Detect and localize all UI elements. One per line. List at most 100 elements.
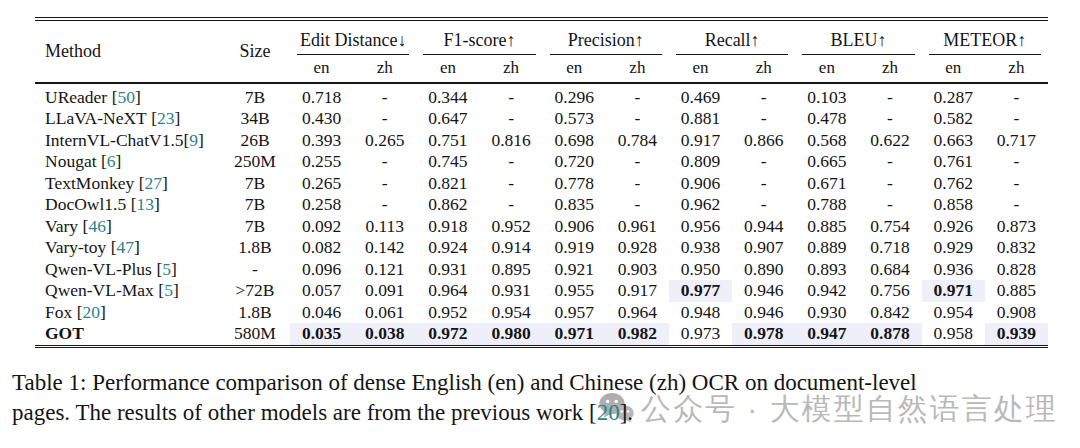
value-cell: 0.258 bbox=[290, 194, 353, 216]
value-cell: - bbox=[479, 194, 542, 216]
value-cell: 0.046 bbox=[290, 302, 353, 324]
header-group-row: Method Size Edit Distance↓F1-score↑Preci… bbox=[35, 21, 1048, 55]
value-cell: - bbox=[479, 173, 542, 195]
value-cell: 0.866 bbox=[732, 130, 795, 152]
value-cell: 0.718 bbox=[290, 83, 353, 109]
table-row: DocOwl1.5[13]7B0.258-0.862-0.835-0.962-0… bbox=[35, 194, 1048, 216]
value-cell: 0.756 bbox=[858, 280, 921, 302]
column-group: Recall↑ bbox=[669, 21, 795, 55]
value-cell: 0.478 bbox=[795, 108, 858, 130]
value-cell: 0.265 bbox=[353, 130, 416, 152]
value-cell: 0.647 bbox=[416, 108, 479, 130]
column-group-label: Recall↑ bbox=[676, 21, 788, 55]
citation: [50] bbox=[112, 87, 141, 107]
subcolumn-label: zh bbox=[985, 55, 1048, 83]
citation-link[interactable]: 13 bbox=[137, 194, 155, 214]
value-cell: 0.930 bbox=[795, 302, 858, 324]
value-cell: - bbox=[732, 108, 795, 130]
value-cell: 0.944 bbox=[732, 216, 795, 238]
value-cell: - bbox=[606, 194, 669, 216]
method-cell: LLaVA-NeXT[23] bbox=[35, 108, 220, 130]
citation: [5] bbox=[158, 280, 178, 300]
method-name: UReader bbox=[45, 87, 107, 107]
citation: [6] bbox=[101, 151, 121, 171]
value-cell: 0.917 bbox=[669, 130, 732, 152]
value-cell: - bbox=[479, 108, 542, 130]
value-cell: - bbox=[858, 108, 921, 130]
value-cell: - bbox=[858, 83, 921, 109]
column-group: METEOR↑ bbox=[922, 21, 1048, 55]
subcolumn-label: zh bbox=[732, 55, 795, 83]
citation-link[interactable]: 27 bbox=[145, 173, 163, 193]
method-name: Qwen-VL-Max bbox=[45, 280, 154, 300]
value-cell: - bbox=[732, 194, 795, 216]
value-cell: 0.568 bbox=[795, 130, 858, 152]
value-cell: 0.751 bbox=[416, 130, 479, 152]
citation-link[interactable]: 9 bbox=[189, 130, 198, 150]
column-group: F1-score↑ bbox=[416, 21, 542, 55]
citation-link[interactable]: 46 bbox=[88, 216, 106, 236]
table-row: InternVL-ChatV1.5[9]26B0.3930.2650.7510.… bbox=[35, 130, 1048, 152]
citation: [46] bbox=[83, 216, 112, 236]
value-cell: 0.936 bbox=[922, 259, 985, 281]
citation: [5] bbox=[156, 259, 176, 279]
value-cell: 0.938 bbox=[669, 237, 732, 259]
value-cell: 0.961 bbox=[606, 216, 669, 238]
value-cell: 0.921 bbox=[543, 259, 606, 281]
value-cell: 0.092 bbox=[290, 216, 353, 238]
citation-link[interactable]: 47 bbox=[117, 237, 135, 257]
value-cell: 0.895 bbox=[479, 259, 542, 281]
column-group: Precision↑ bbox=[543, 21, 669, 55]
value-cell: 0.917 bbox=[606, 280, 669, 302]
value-cell: - bbox=[985, 173, 1048, 195]
size-cell: 7B bbox=[220, 216, 290, 238]
value-cell: 0.931 bbox=[479, 280, 542, 302]
value-cell: 0.393 bbox=[290, 130, 353, 152]
value-cell: 0.573 bbox=[543, 108, 606, 130]
citation-link[interactable]: 5 bbox=[164, 280, 173, 300]
method-name: Qwen-VL-Plus bbox=[45, 259, 152, 279]
value-cell: 0.784 bbox=[606, 130, 669, 152]
method-cell: Vary[46] bbox=[35, 216, 220, 238]
citation-link[interactable]: 20 bbox=[83, 302, 101, 322]
size-cell: 34B bbox=[220, 108, 290, 130]
method-cell: Nougat[6] bbox=[35, 151, 220, 173]
value-cell: 0.038 bbox=[353, 323, 416, 345]
value-cell: 0.142 bbox=[353, 237, 416, 259]
column-group-label: METEOR↑ bbox=[929, 21, 1041, 55]
table-row: Fox[20]1.8B0.0460.0610.9520.9540.9570.96… bbox=[35, 302, 1048, 324]
value-cell: 0.821 bbox=[416, 173, 479, 195]
citation-link[interactable]: 20 bbox=[597, 400, 620, 425]
citation: [13] bbox=[131, 194, 160, 214]
value-cell: 0.622 bbox=[858, 130, 921, 152]
citation-link[interactable]: 23 bbox=[157, 108, 175, 128]
table-row: Qwen-VL-Max[5]>72B0.0570.0910.9640.9310.… bbox=[35, 280, 1048, 302]
value-cell: 0.816 bbox=[479, 130, 542, 152]
value-cell: 0.973 bbox=[669, 323, 732, 345]
value-cell: 0.788 bbox=[795, 194, 858, 216]
value-cell: 0.096 bbox=[290, 259, 353, 281]
value-cell: 0.962 bbox=[669, 194, 732, 216]
citation-link[interactable]: 5 bbox=[162, 259, 171, 279]
column-group-label: BLEU↑ bbox=[802, 21, 914, 55]
method-name: TextMonkey bbox=[45, 173, 134, 193]
subcolumn-label: en bbox=[290, 55, 353, 83]
value-cell: - bbox=[606, 173, 669, 195]
value-cell: 0.718 bbox=[858, 237, 921, 259]
value-cell: - bbox=[985, 194, 1048, 216]
value-cell: - bbox=[606, 83, 669, 109]
value-cell: 0.947 bbox=[795, 323, 858, 345]
value-cell: 0.287 bbox=[922, 83, 985, 109]
citation-link[interactable]: 50 bbox=[118, 87, 136, 107]
subcolumn-label: en bbox=[795, 55, 858, 83]
citation-link[interactable]: 6 bbox=[107, 151, 116, 171]
value-cell: 0.881 bbox=[669, 108, 732, 130]
value-cell: - bbox=[732, 151, 795, 173]
value-cell: - bbox=[353, 108, 416, 130]
value-cell: - bbox=[732, 83, 795, 109]
method-cell: InternVL-ChatV1.5[9] bbox=[35, 130, 220, 152]
table-caption: Table 1: Performance comparison of dense… bbox=[12, 368, 1070, 427]
value-cell: 0.964 bbox=[606, 302, 669, 324]
caption-line2-suffix: ]. bbox=[620, 400, 633, 425]
value-cell: 0.761 bbox=[922, 151, 985, 173]
